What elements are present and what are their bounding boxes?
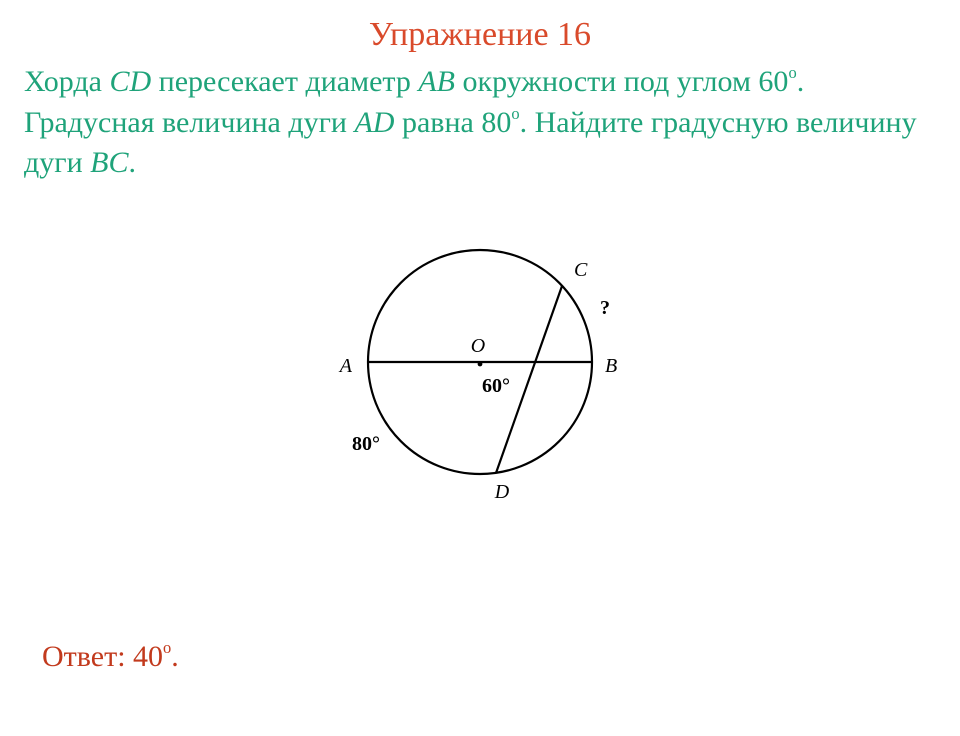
exercise-title: Упражнение 16: [0, 16, 960, 54]
svg-text:?: ?: [600, 297, 610, 319]
circle-diagram: A B C D O 60° 80°?: [310, 214, 650, 514]
problem-statement: Хорда CD пересекает диаметр AB окружност…: [0, 54, 960, 184]
arc-ad: AD: [354, 106, 394, 139]
svg-text:D: D: [494, 481, 510, 503]
diagram-container: A B C D O 60° 80°?: [0, 214, 960, 514]
text-part: пересекает диаметр: [151, 65, 418, 98]
degree-symbol: о: [788, 63, 796, 82]
svg-text:A: A: [338, 355, 353, 377]
svg-text:80°: 80°: [352, 433, 380, 455]
svg-text:O: O: [471, 335, 485, 357]
answer-period: .: [171, 640, 179, 673]
svg-text:B: B: [605, 355, 617, 377]
svg-text:C: C: [574, 259, 588, 281]
answer-line: Ответ: 40о.: [42, 640, 179, 674]
svg-text:60°: 60°: [482, 375, 510, 397]
degree-symbol: о: [511, 104, 519, 123]
text-part: равна 80: [394, 106, 511, 139]
arc-bc: BC: [90, 146, 128, 179]
text-part: окружности под углом 60: [455, 65, 788, 98]
degree-symbol: о: [163, 638, 171, 657]
answer-label: Ответ:: [42, 640, 133, 673]
answer-value: 40: [133, 640, 163, 673]
chord-cd: CD: [109, 65, 151, 98]
text-part: Хорда: [24, 65, 109, 98]
text-part: .: [128, 146, 136, 179]
diameter-ab: AB: [418, 65, 455, 98]
